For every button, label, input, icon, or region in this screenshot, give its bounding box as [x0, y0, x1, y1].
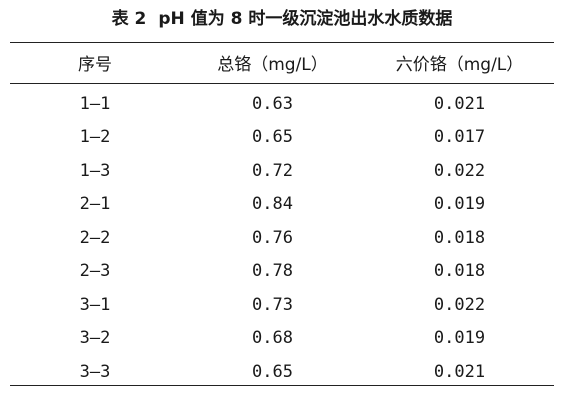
cell-serial-number: 2—2: [79, 227, 111, 248]
header-total-chromium: 总铬（mg/L）: [217, 55, 328, 75]
table-caption-title: pH 值为 8 时一级沉淀池出水水质数据: [158, 9, 453, 29]
cell-total-chromium: 0.72: [252, 160, 293, 181]
table-row: 1—2 0.65 0.017: [10, 121, 554, 155]
cell-serial-number: 2—1: [79, 194, 111, 215]
cell-serial-number: 2—3: [79, 261, 111, 282]
cell-serial-number: 1—2: [79, 127, 111, 148]
cell-total-chromium: 0.65: [252, 361, 293, 382]
table-bottom-rule: [10, 385, 554, 386]
header-hexavalent-chromium: 六价铬（mg/L）: [395, 55, 524, 75]
header-row: 序号 总铬（mg/L） 六价铬（mg/L）: [10, 42, 554, 83]
cell-total-chromium: 0.65: [252, 127, 293, 148]
table-body: 1—1 0.63 0.021 1—2 0.65 0.017 1—3 0.72 0…: [10, 83, 554, 389]
cell-serial-number: 3—2: [79, 328, 111, 349]
table-row: 1—1 0.63 0.021: [10, 83, 554, 121]
table-row: 2—3 0.78 0.018: [10, 255, 554, 289]
cell-hexavalent-chromium: 0.018: [433, 261, 486, 282]
table-caption-label: 表 2: [111, 9, 147, 29]
table-header: 序号 总铬（mg/L） 六价铬（mg/L）: [10, 42, 554, 83]
cell-total-chromium: 0.84: [252, 194, 293, 215]
table-top-rule: [10, 42, 554, 43]
table-row: 3—2 0.68 0.019: [10, 322, 554, 356]
table-row: 1—3 0.72 0.022: [10, 154, 554, 188]
cell-total-chromium: 0.68: [252, 328, 293, 349]
table-header-rule: [10, 83, 554, 84]
cell-hexavalent-chromium: 0.018: [433, 227, 486, 248]
cell-hexavalent-chromium: 0.019: [433, 328, 486, 349]
table-row: 2—1 0.84 0.019: [10, 188, 554, 222]
cell-hexavalent-chromium: 0.022: [433, 294, 486, 315]
cell-hexavalent-chromium: 0.017: [433, 127, 486, 148]
cell-total-chromium: 0.63: [252, 93, 293, 114]
cell-hexavalent-chromium: 0.019: [433, 194, 486, 215]
table-caption: 表 2 pH 值为 8 时一级沉淀池出水水质数据: [0, 6, 564, 32]
cell-serial-number: 1—3: [79, 160, 111, 181]
table-row: 3—3 0.65 0.021: [10, 355, 554, 389]
cell-serial-number: 3—1: [79, 294, 111, 315]
table-row: 2—2 0.76 0.018: [10, 221, 554, 255]
cell-total-chromium: 0.78: [252, 261, 293, 282]
cell-total-chromium: 0.76: [252, 227, 293, 248]
cell-serial-number: 1—1: [79, 93, 111, 114]
water-quality-table: 序号 总铬（mg/L） 六价铬（mg/L） 1—1 0.63 0.021 1—2…: [10, 42, 554, 389]
cell-hexavalent-chromium: 0.021: [433, 93, 486, 114]
header-serial-number: 序号: [78, 55, 112, 75]
cell-total-chromium: 0.73: [252, 294, 293, 315]
table-row: 3—1 0.73 0.022: [10, 288, 554, 322]
cell-hexavalent-chromium: 0.022: [433, 160, 486, 181]
cell-serial-number: 3—3: [79, 361, 111, 382]
cell-hexavalent-chromium: 0.021: [433, 361, 486, 382]
